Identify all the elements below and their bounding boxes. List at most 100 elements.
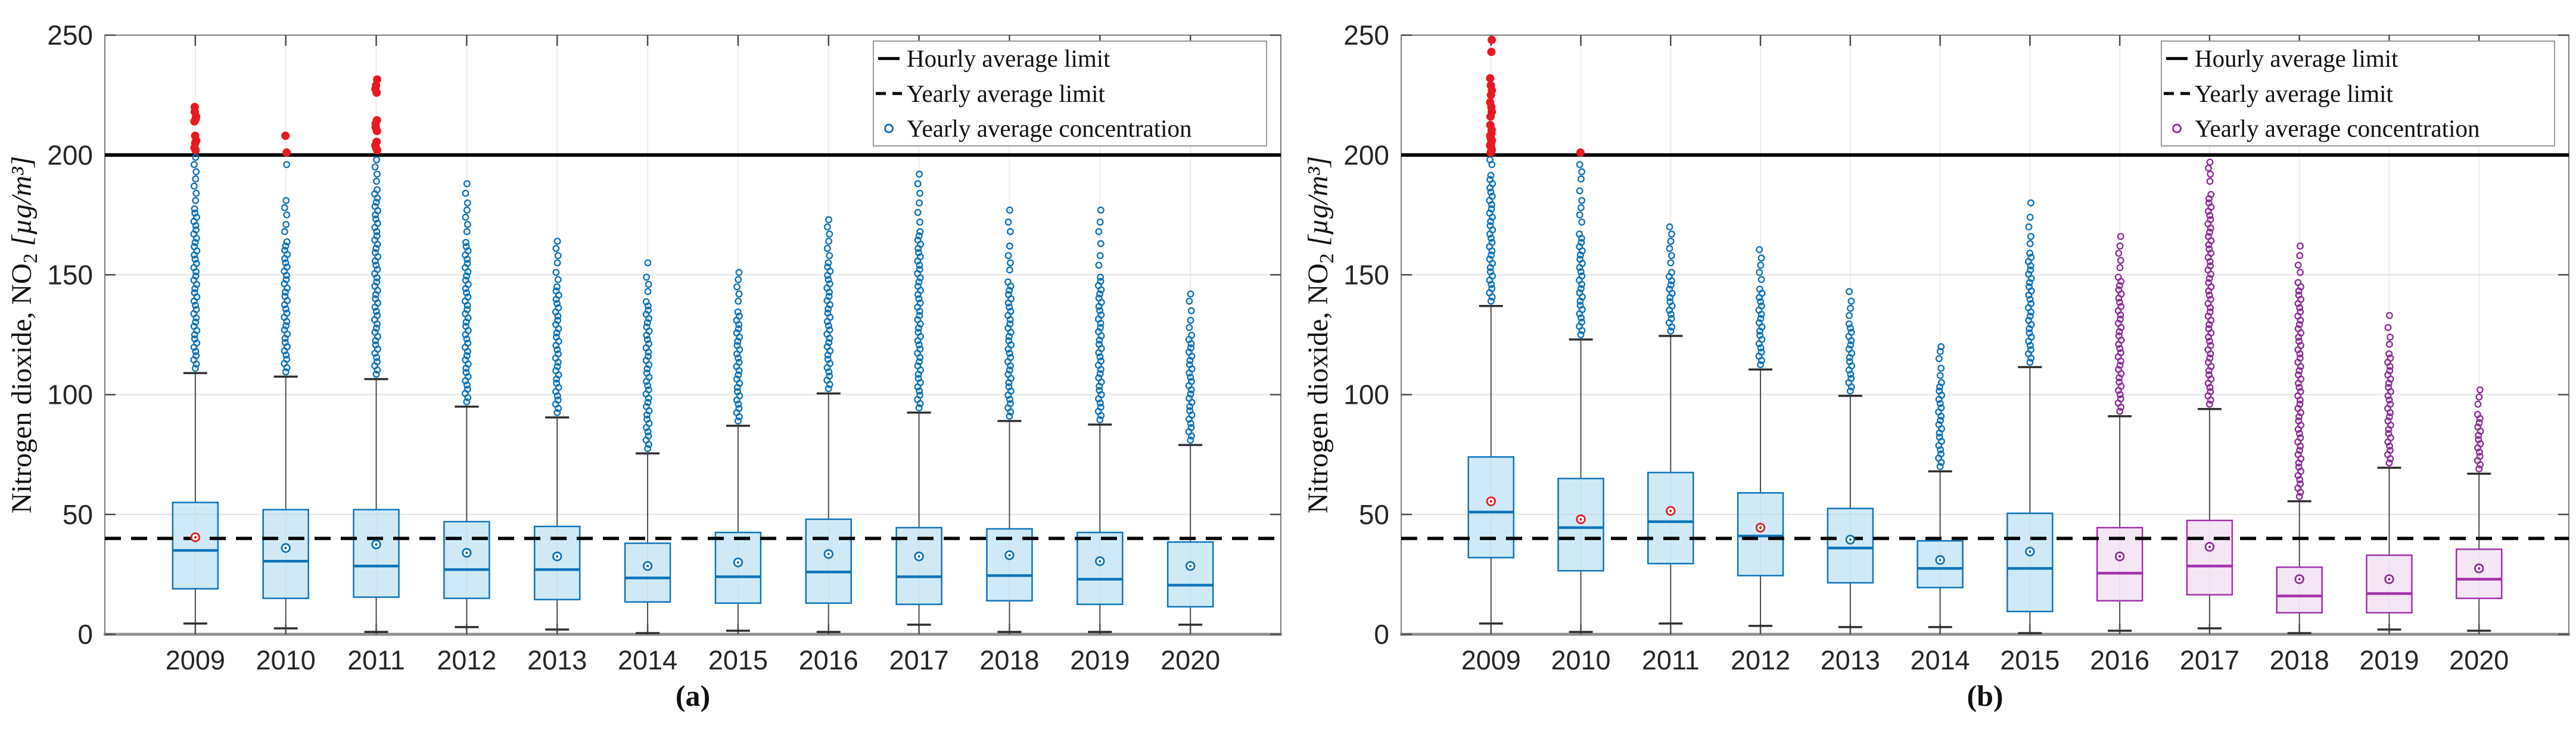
y-tick-label: 250 [47,20,93,51]
mean-marker-2010 [1576,514,1586,525]
outliers-2012 [461,180,472,406]
box-2012 [443,521,490,599]
box-2017 [895,526,942,605]
legend-label: Hourly average limit [2195,45,2398,72]
outliers-2015 [2024,199,2035,366]
legend-item-2: Yearly average concentration [2172,115,2480,142]
y-tick-label: 0 [1374,619,1389,650]
x-tick-label: 2011 [1642,645,1700,675]
box-2016 [2096,526,2143,602]
legend-item-1: Yearly average limit [876,80,1105,107]
mean-marker-2014 [642,561,653,571]
legend-label: Yearly average concentration [907,115,1192,142]
y-axis-label: Nitrogen dioxide, NO2 [µg/m³] [1302,156,1338,513]
x-tick-label: 2017 [889,645,949,675]
x-tick-label: 2015 [708,645,768,675]
x-tick-label: 2012 [437,645,496,675]
whisker-2016 [816,392,841,633]
whisker-2015 [2018,366,2042,634]
outliers-2013 [1845,288,1856,395]
legend-label: Yearly average limit [907,80,1105,107]
box-2013 [533,525,581,600]
box-2011 [353,509,400,598]
y-tick-label: 50 [1359,499,1389,530]
whisker-2018 [997,420,1022,633]
mean-marker-2013 [1845,534,1856,545]
whisker-2012 [1749,368,1773,627]
y-tick-label: 150 [47,260,93,291]
box-2019 [2366,554,2413,614]
outliers-2010 [281,132,291,376]
x-tick-label: 2019 [1070,645,1130,675]
mean-marker-2011 [1666,506,1676,516]
y-tick-label: 0 [77,619,93,650]
outliers-2016 [2114,233,2125,415]
x-tick-label: 2020 [1161,645,1220,675]
mean-marker-2016 [823,549,833,559]
y-tick-label: 100 [1343,379,1389,410]
whisker-2011 [364,378,388,633]
mean-marker-2014 [1935,555,1945,565]
whisker-2014 [1928,470,1952,628]
legend-label: Yearly average concentration [2195,115,2480,142]
legend-label: Hourly average limit [907,45,1110,72]
red-outlier [1486,74,1495,83]
box-2011 [1647,472,1694,565]
x-tick-label: 2009 [1461,645,1521,675]
outliers-2019 [1094,206,1105,423]
red-outlier [1487,48,1496,57]
y-tick-label: 150 [1343,260,1389,291]
red-outlier [281,132,290,141]
outliers-2014 [1935,343,1946,471]
box-2014 [624,542,671,603]
legend-item-2: Yearly average concentration [884,115,1192,142]
mean-marker-2012 [1755,522,1766,533]
whisker-2010 [273,375,298,630]
red-outlier [1488,36,1497,45]
box-2018 [986,528,1033,602]
legend-item-0: Hourly average limit [2166,45,2398,72]
x-tick-label: 2010 [256,645,316,675]
mean-marker-2009 [190,532,201,543]
outliers-2017 [2204,158,2215,408]
x-tick-label: 2014 [618,645,677,675]
mean-marker-2015 [733,557,743,568]
whisker-2019 [1088,423,1112,633]
circle-marker-icon [2172,123,2182,133]
outliers-2012 [1755,246,1766,369]
outliers-2019 [2384,311,2394,467]
x-tick-label: 2016 [799,645,858,675]
outliers-2009 [190,102,201,372]
mean-marker-2018 [1004,550,1015,560]
legend-label: Yearly average limit [2195,80,2393,107]
mean-marker-2017 [2204,541,2215,552]
box-2016 [805,518,853,604]
whisker-2011 [1659,335,1683,625]
x-tick-label: 2013 [1821,645,1880,675]
red-outlier [1486,98,1495,107]
x-tick-label: 2013 [527,645,587,675]
x-tick-label: 2011 [347,645,405,675]
box-2020 [2455,548,2503,599]
y-tick-label: 50 [63,499,93,530]
y-tick-label: 250 [1343,20,1389,51]
outliers-2016 [823,216,834,392]
x-tick-label: 2010 [1551,645,1610,675]
y-tick-label: 200 [1343,139,1389,170]
box-2017 [2186,519,2233,596]
box-2012 [1737,492,1784,577]
x-tick-label: 2018 [979,645,1039,675]
y-tick-label: 200 [47,139,93,170]
mean-marker-2012 [462,547,472,558]
whisker-2009 [1479,304,1503,625]
y-tick-label: 100 [47,379,93,410]
box-2010 [262,509,309,599]
red-outlier [1576,148,1585,157]
legend-item-1: Yearly average limit [2164,80,2393,107]
x-tick-label: 2012 [1731,645,1790,675]
red-outlier [282,148,291,157]
outliers-2013 [552,238,562,416]
red-outlier [191,132,200,141]
